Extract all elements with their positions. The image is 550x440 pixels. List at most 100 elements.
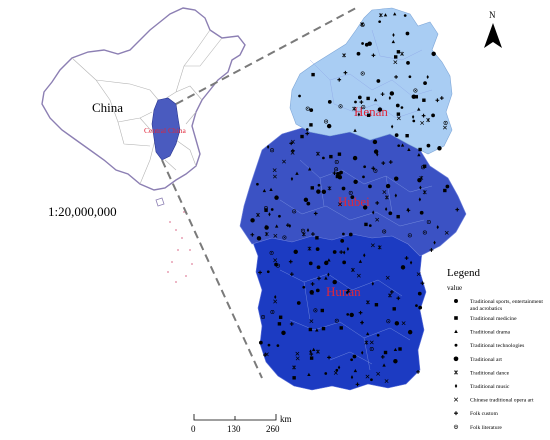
heritage-point: [364, 340, 369, 345]
heritage-point: [300, 134, 304, 139]
heritage-point: [362, 175, 365, 179]
heritage-point: [315, 236, 319, 240]
heritage-point: [256, 182, 259, 186]
heritage-point: [398, 347, 402, 351]
legend-label: Traditional drama: [470, 330, 511, 336]
heritage-point: [332, 250, 337, 254]
heritage-point: [400, 51, 404, 56]
heritage-point: [262, 188, 267, 193]
heritage-point: [306, 228, 310, 233]
heritage-point: [382, 229, 387, 234]
heritage-point: [413, 88, 418, 93]
heritage-point: [270, 208, 274, 211]
heritage-point: [289, 322, 294, 326]
heritage-point: [371, 166, 376, 171]
heritage-point: [391, 39, 396, 44]
legend-item: Traditional sports, entertainment and acr…: [454, 299, 543, 312]
heritage-point: [281, 330, 286, 336]
heritage-point: [426, 143, 431, 148]
heritage-point: [423, 81, 427, 85]
heritage-point: [378, 13, 383, 18]
heritage-point: [394, 321, 400, 326]
heritage-point: [263, 353, 267, 357]
heritage-point: [378, 20, 382, 24]
heritage-point: [305, 128, 309, 131]
heritage-point: [256, 236, 262, 241]
heritage-point: [370, 243, 375, 248]
heritage-point: [338, 202, 342, 207]
heritage-point: [426, 74, 429, 80]
heritage-point: [359, 100, 364, 104]
china-inset-map: China Central China 1:20,000,000: [41, 7, 246, 283]
legend-label: Traditional music: [470, 384, 510, 390]
heritage-point: [406, 60, 410, 65]
heritage-point: [309, 352, 314, 356]
heritage-point: [273, 299, 278, 304]
heritage-point: [443, 188, 447, 193]
heritage-point: [278, 315, 283, 319]
heritage-point: [356, 51, 361, 56]
heritage-point: [315, 328, 319, 332]
heritage-point: [382, 363, 386, 367]
heritage-point: [350, 375, 354, 380]
heritage-point: [375, 217, 380, 222]
heritage-point: [390, 124, 394, 129]
heritage-point: [419, 185, 422, 190]
heritage-point: [397, 144, 401, 148]
heritage-point: [372, 139, 378, 145]
heritage-point: [320, 308, 325, 313]
heritage-point: [375, 201, 380, 205]
heritage-point: [292, 209, 297, 214]
heritage-point: [317, 183, 321, 187]
heritage-point: [339, 326, 343, 330]
heritage-point: [337, 365, 341, 370]
heritage-point: [443, 125, 447, 130]
heritage-point: [272, 174, 277, 179]
heritage-point: [327, 99, 332, 104]
heritage-point: [273, 258, 278, 263]
heritage-point: [383, 350, 388, 355]
heritage-point: [385, 275, 390, 280]
heritage-point: [373, 149, 379, 154]
heritage-point: [337, 152, 342, 156]
heritage-point: [268, 212, 271, 217]
province-label-hubei: Hubei: [338, 194, 370, 209]
heritage-point: [270, 310, 275, 315]
china-province-borders: [71, 29, 223, 185]
heritage-point: [407, 329, 413, 335]
china-outline: [41, 7, 246, 191]
heritage-point: [264, 208, 268, 212]
heritage-point: [338, 104, 343, 109]
heritage-point: [369, 340, 374, 345]
scale-tick-260: 260: [266, 424, 280, 434]
heritage-point: [258, 270, 262, 275]
heritage-point: [394, 75, 398, 79]
heritage-point: [274, 294, 277, 300]
heritage-point: [361, 42, 364, 45]
legend-symbol-star-icon: [453, 370, 459, 375]
heritage-point: [394, 176, 399, 181]
heritage-point: [352, 106, 357, 111]
heritage-point: [300, 228, 305, 233]
heritage-point: [335, 368, 339, 372]
heritage-point: [417, 291, 422, 296]
heritage-point: [360, 71, 365, 76]
heritage-point: [406, 208, 411, 213]
heritage-point: [393, 60, 398, 65]
heritage-point: [267, 343, 271, 347]
heritage-point: [290, 148, 295, 153]
legend-item: Traditional drama: [454, 330, 511, 336]
legend-item: Traditional music: [454, 383, 510, 390]
china-label: China: [92, 100, 123, 115]
heritage-point: [385, 183, 391, 189]
heritage-point: [342, 53, 347, 58]
heritage-point: [409, 260, 413, 265]
heritage-point: [407, 233, 412, 238]
legend-label: Traditional technologies: [470, 343, 524, 349]
heritage-point: [437, 146, 442, 151]
legend-item: Traditional art: [453, 356, 502, 363]
heritage-point: [350, 195, 355, 199]
heritage-point: [272, 168, 277, 173]
heritage-point: [309, 349, 312, 354]
heritage-point: [422, 190, 427, 195]
